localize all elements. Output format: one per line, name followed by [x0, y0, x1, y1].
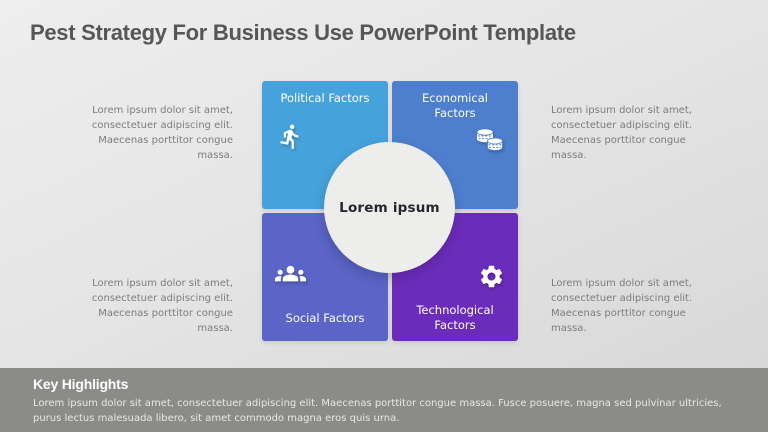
note-top-right: Lorem ipsum dolor sit amet, consectetuer… [551, 105, 693, 161]
runner-icon [277, 123, 304, 154]
quadrant-economical-label: Economical Factors [422, 91, 488, 120]
note-bottom-right: Lorem ipsum dolor sit amet, consectetuer… [551, 278, 693, 334]
page-title: Pest Strategy For Business Use PowerPoin… [30, 20, 576, 45]
center-circle-label: Lorem ipsum [339, 199, 440, 216]
note-top-left: Lorem ipsum dolor sit amet, consectetuer… [91, 105, 233, 161]
key-highlights-bar: Key Highlights Lorem ipsum dolor sit ame… [0, 368, 768, 432]
note-bottom-left: Lorem ipsum dolor sit amet, consectetuer… [91, 278, 233, 334]
coins-icon [473, 125, 507, 159]
center-circle: Lorem ipsum [324, 142, 455, 273]
quadrant-social-label: Social Factors [285, 310, 365, 325]
quadrant-political-label: Political Factors [280, 91, 370, 105]
people-icon [275, 263, 306, 292]
gear-icon [478, 263, 505, 294]
key-highlights-text: Lorem ipsum dolor sit amet, consectetuer… [33, 398, 722, 424]
quadrant-technological-label: Technological Factors [416, 303, 494, 332]
key-highlights-heading: Key Highlights [33, 376, 129, 392]
